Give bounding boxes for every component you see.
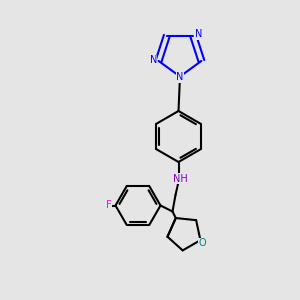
Text: NH: NH [172, 174, 188, 184]
Text: O: O [198, 238, 206, 248]
Text: N: N [195, 29, 202, 39]
Text: N: N [149, 56, 157, 65]
Text: N: N [176, 72, 184, 82]
Text: F: F [106, 200, 112, 211]
